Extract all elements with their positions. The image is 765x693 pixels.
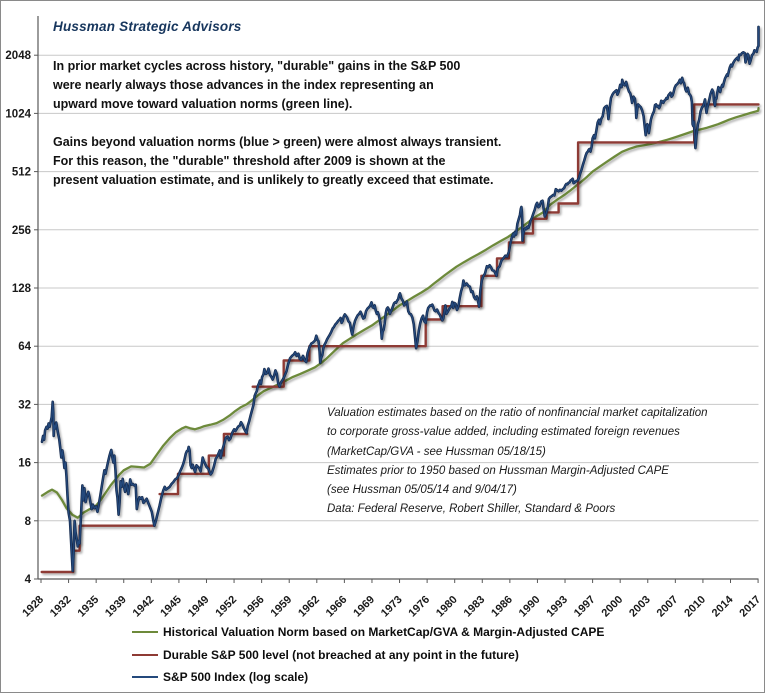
para1-line: In prior market cycles across history, "…	[53, 59, 461, 73]
durable-level-line-swatch-icon	[132, 653, 158, 656]
annotation-line: (MarketCap/GVA - see Hussman 05/18/15)	[327, 445, 546, 458]
y-axis-label-128: 128	[12, 283, 32, 295]
x-axis-label-2017: 2017	[737, 594, 763, 620]
annotation-line: Valuation estimates based on the ratio o…	[327, 407, 708, 419]
y-axis-label-4: 4	[25, 574, 32, 586]
x-axis-label-2003: 2003	[627, 594, 653, 620]
annotation-line: Data: Federal Reserve, Robert Shiller, S…	[327, 503, 616, 516]
x-axis-label-1997: 1997	[572, 594, 598, 620]
x-axis-label-1952: 1952	[213, 594, 239, 620]
y-axis-label-16: 16	[18, 458, 31, 470]
para1-line: upward move toward valuation norms (gree…	[53, 97, 353, 111]
y-axis-label-2048: 2048	[5, 50, 31, 62]
x-axis-label-1932: 1932	[48, 594, 74, 620]
x-axis-label-1935: 1935	[75, 594, 101, 620]
para2-line: For this reason, the "durable" threshold…	[53, 154, 446, 168]
x-axis-label-1959: 1959	[269, 594, 295, 620]
legend-label: Durable S&P 500 level (not breached at a…	[163, 647, 519, 662]
para2-line: Gains beyond valuation norms (blue > gre…	[53, 135, 502, 149]
sp500-index-line-swatch-icon	[132, 675, 158, 678]
y-axis-label-512: 512	[12, 167, 31, 179]
x-axis-label-1993: 1993	[544, 594, 570, 620]
valuation-norm-line-swatch-icon	[132, 631, 158, 634]
y-axis-label-64: 64	[18, 341, 31, 353]
x-axis-label-1928: 1928	[20, 594, 46, 620]
para1-line: were nearly always those advances in the…	[53, 78, 434, 92]
legend-label: Historical Valuation Norm based on Marke…	[163, 625, 605, 640]
chart-legend: Historical Valuation Norm based on Marke…	[132, 621, 604, 688]
methodology-annotation: Valuation estimates based on the ratio o…	[327, 404, 763, 520]
annotation-line: Estimates prior to 1950 based on Hussman…	[327, 464, 669, 477]
y-axis-label-1024: 1024	[5, 108, 31, 120]
x-axis-label-1939: 1939	[103, 594, 129, 620]
y-axis-label-256: 256	[12, 225, 31, 237]
x-axis-label-1956: 1956	[241, 594, 267, 620]
x-axis-label-1962: 1962	[296, 594, 322, 620]
y-axis-label-32: 32	[18, 399, 31, 411]
x-axis-label-1945: 1945	[158, 594, 184, 620]
intro-paragraph-transient-gains: Gains beyond valuation norms (blue > gre…	[53, 133, 523, 190]
x-axis-label-2014: 2014	[710, 593, 736, 619]
x-axis-label-2007: 2007	[655, 594, 681, 620]
x-axis-label-1942: 1942	[131, 594, 157, 620]
legend-label: S&P 500 Index (log scale)	[163, 669, 309, 684]
x-axis-label-1966: 1966	[324, 594, 350, 620]
x-axis-label-1986: 1986	[489, 594, 515, 620]
x-axis-label-1980: 1980	[434, 594, 460, 620]
legend-item-durable-level: Durable S&P 500 level (not breached at a…	[132, 643, 604, 665]
para2-line: present valuation estimate, and is unlik…	[53, 173, 494, 187]
x-axis-label-1983: 1983	[462, 594, 488, 620]
y-axis-label-8: 8	[25, 516, 32, 528]
x-axis-label-1949: 1949	[186, 594, 212, 620]
annotation-line: to corporate gross-value added, includin…	[327, 426, 680, 439]
x-axis-label-2010: 2010	[682, 594, 708, 620]
x-axis-label-1990: 1990	[517, 594, 543, 620]
legend-item-sp500-index: S&P 500 Index (log scale)	[132, 666, 604, 688]
x-axis-label-2000: 2000	[600, 594, 626, 620]
brand-title: Hussman Strategic Advisors	[53, 19, 242, 34]
legend-item-valuation-norm: Historical Valuation Norm based on Marke…	[132, 621, 604, 643]
intro-paragraph-durable-gains: In prior market cycles across history, "…	[53, 57, 523, 114]
annotation-line: (see Hussman 05/05/14 and 9/04/17)	[327, 484, 517, 497]
sp500-line	[41, 26, 760, 572]
x-axis-label-1976: 1976	[406, 594, 432, 620]
x-axis-label-1969: 1969	[351, 594, 377, 620]
x-axis-label-1973: 1973	[379, 594, 405, 620]
